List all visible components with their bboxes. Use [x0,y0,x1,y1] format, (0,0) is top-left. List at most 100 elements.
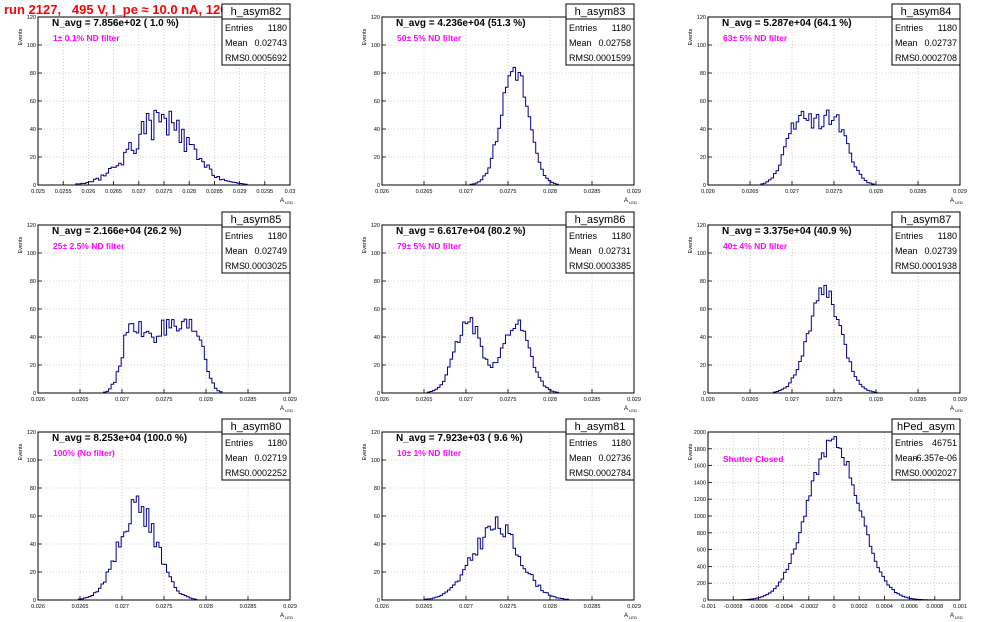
x-tick-label: 0.0265 [416,189,433,195]
filter-note: Shutter Closed [723,454,783,464]
y-tick-label: 2000 [694,430,706,436]
x-axis-title-sub: LED [285,200,293,205]
navg-label: N_avg = 2.166e+04 (26.2 %) [52,226,182,237]
x-tick-label: -0.0008 [724,604,743,610]
stats-label-entries: Entries [895,23,924,33]
x-tick-label: 0.028 [869,397,883,403]
y-tick-label: 120 [697,15,706,21]
x-tick-label: 0.028 [543,189,557,195]
y-tick-label: 40 [30,127,36,133]
filter-note: 10± 1% ND filter [397,448,462,458]
filter-note: 63± 5% ND filter [723,33,788,43]
y-tick-label: 60 [700,307,706,313]
x-tick-label: 0.028 [199,604,213,610]
histogram-name: h_asym85 [231,214,282,226]
x-axis-title-sub: LED [629,408,637,413]
x-axis-title-sub: LED [629,615,637,620]
histogram-name: h_asym84 [901,6,952,18]
x-axis-title: A [950,198,954,204]
stats-value-rms: 0.0002027 [914,468,957,478]
x-tick-label: 0.027 [459,397,473,403]
stats-value-rms: 0.0002784 [588,468,631,478]
x-tick-label: 0.025 [31,189,45,195]
x-tick-label: 0.0275 [500,397,517,403]
y-tick-label: 0 [377,598,380,604]
filter-note: 79± 5% ND filter [397,241,462,251]
stats-label-rms: RMS [225,468,245,478]
y-tick-label: 100 [371,251,380,257]
stats-box [891,211,961,274]
filter-note: 40± 4% ND filter [723,241,788,251]
x-tick-label: 0 [832,604,835,610]
stats-box [891,3,961,66]
y-axis-title: Events [18,236,24,253]
x-tick-label: 0.026 [31,397,45,403]
x-tick-label: -0.0006 [749,604,768,610]
x-axis-title: A [280,198,284,204]
x-tick-label: 0.029 [283,397,297,403]
x-tick-label: 0.0275 [500,604,517,610]
y-tick-label: 0 [33,183,36,189]
x-tick-label: 0.0265 [742,189,759,195]
filter-note: 100% (No filter) [53,448,115,458]
y-tick-label: 1800 [694,447,706,453]
stats-label-entries: Entries [225,438,254,448]
y-tick-label: 0 [377,391,380,397]
y-tick-label: 0 [377,183,380,189]
x-tick-label: 0.027 [459,189,473,195]
x-tick-label: 0.027 [132,189,146,195]
y-tick-label: 60 [30,99,36,105]
y-tick-label: 80 [374,486,380,492]
stats-value-entries: 1180 [612,23,631,33]
stats-value-entries: 1180 [268,231,287,241]
y-tick-label: 100 [697,251,706,257]
x-tick-label: 0.0275 [826,189,843,195]
y-tick-label: 100 [371,43,380,49]
stats-value-rms: 0.0001599 [588,53,631,63]
stats-label-mean: Mean [225,38,248,48]
y-tick-label: 40 [700,335,706,341]
x-tick-label: 0.0285 [910,189,927,195]
x-tick-label: 0.0008 [926,604,943,610]
navg-label: N_avg = 4.236e+04 (51.3 %) [396,18,526,29]
y-tick-label: 0 [703,598,706,604]
x-tick-label: 0.0265 [742,397,759,403]
y-axis-title: Events [18,443,24,460]
y-tick-label: 60 [374,307,380,313]
stats-box [221,211,291,274]
histogram-name: h_asym86 [575,214,626,226]
x-axis-title-sub: LED [629,200,637,205]
y-tick-label: 20 [374,570,380,576]
histogram-panel-h_asym87: 0.026 0.0265 0.027 0.0275 0.028 0.0285 0.029 0 2… [688,211,967,413]
y-tick-label: 100 [27,251,36,257]
x-tick-label: 0.026 [701,397,715,403]
histogram-panel-h_asym84: 0.026 0.0265 0.027 0.0275 0.028 0.0285 0.029 0 2… [688,3,967,205]
x-axis-title: A [950,406,954,412]
navg-label: N_avg = 8.253e+04 (100.0 %) [52,433,187,444]
y-tick-label: 20 [30,570,36,576]
x-tick-label: 0.026 [375,604,389,610]
x-tick-label: 0.0275 [156,397,173,403]
stats-label-mean: Mean [569,246,592,256]
histogram-line [708,436,960,601]
histogram-name: h_asym87 [901,214,952,226]
x-tick-label: -0.0004 [774,604,793,610]
stats-label-entries: Entries [895,231,924,241]
y-tick-label: 40 [374,335,380,341]
y-tick-label: 60 [30,307,36,313]
stats-value-entries: 46751 [932,438,957,448]
x-tick-label: 0.0265 [105,189,122,195]
stats-box [891,418,961,481]
stats-label-rms: RMS [225,261,245,271]
stats-label-rms: RMS [569,261,589,271]
navg-label: N_avg = 7.923e+03 ( 9.6 %) [396,433,523,444]
histogram-panel-h_asym85: 0.026 0.0265 0.027 0.0275 0.028 0.0285 0.029 0 2… [18,211,297,413]
stats-box [221,3,291,66]
x-tick-label: 0.0275 [500,189,517,195]
stats-label-entries: Entries [569,23,598,33]
navg-label: N_avg = 7.856e+02 ( 1.0 %) [52,18,179,29]
y-tick-label: 40 [30,542,36,548]
y-tick-label: 20 [30,155,36,161]
y-tick-label: 120 [697,223,706,229]
x-tick-label: 0.029 [953,397,967,403]
